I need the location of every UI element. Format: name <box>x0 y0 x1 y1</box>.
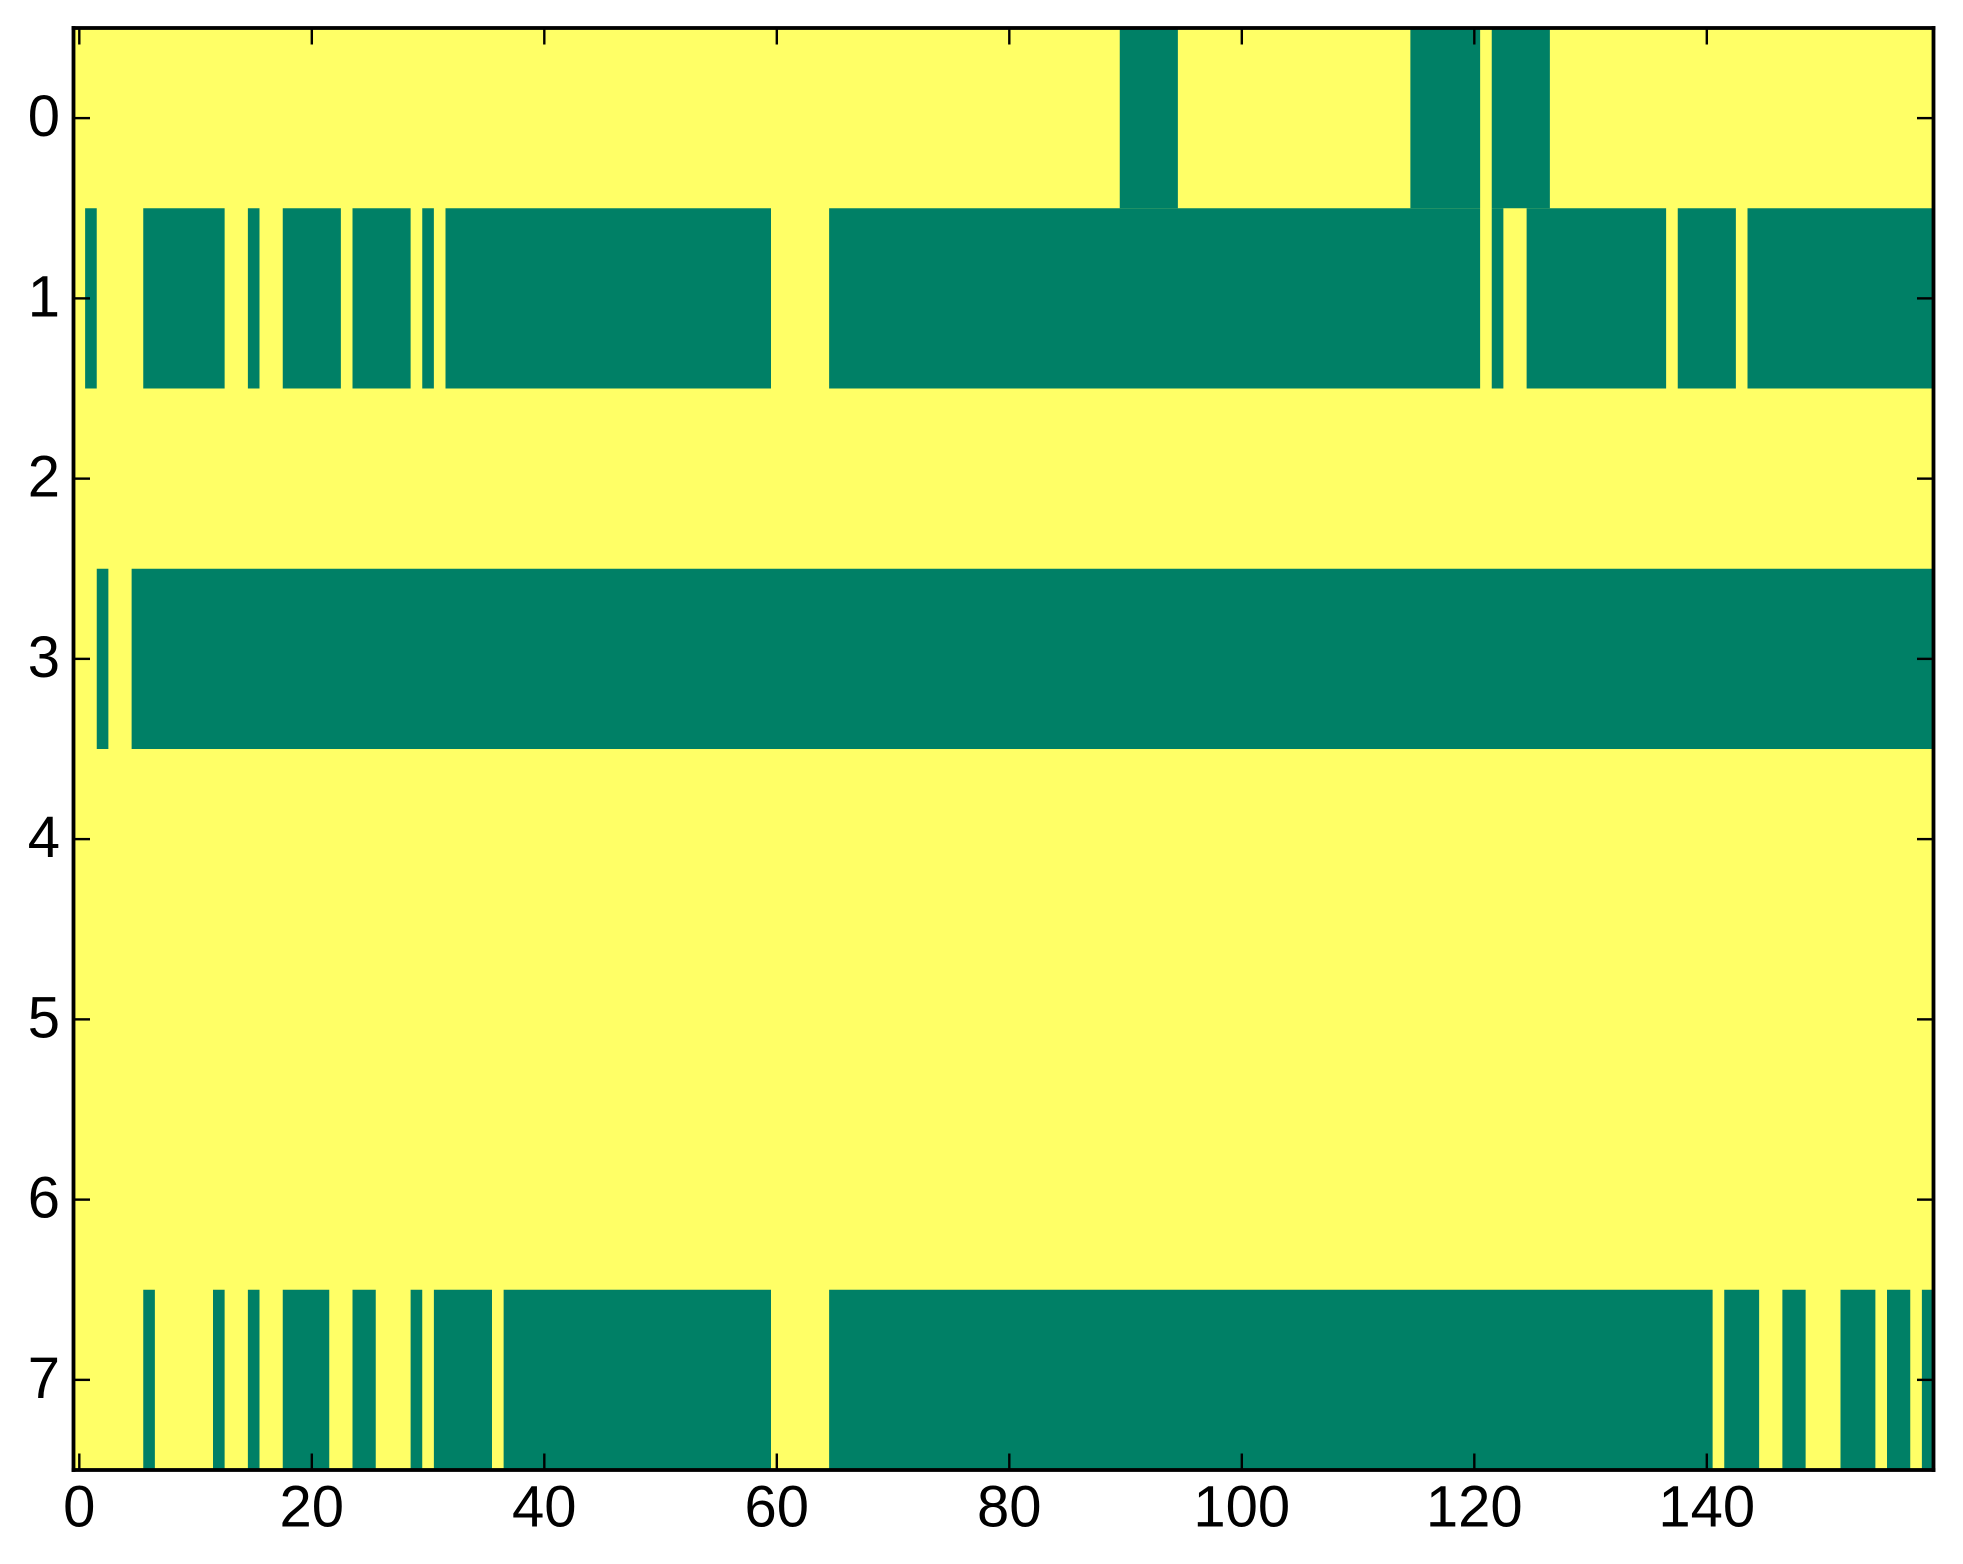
svg-text:0: 0 <box>28 84 60 149</box>
svg-text:120: 120 <box>1426 1475 1523 1540</box>
svg-text:1: 1 <box>28 264 60 329</box>
svg-text:140: 140 <box>1658 1475 1755 1540</box>
svg-text:80: 80 <box>977 1475 1042 1540</box>
svg-text:100: 100 <box>1193 1475 1290 1540</box>
svg-text:0: 0 <box>63 1475 95 1540</box>
svg-text:6: 6 <box>28 1166 60 1231</box>
svg-text:4: 4 <box>28 805 60 870</box>
svg-text:3: 3 <box>28 625 60 690</box>
svg-text:20: 20 <box>280 1475 345 1540</box>
svg-text:60: 60 <box>745 1475 810 1540</box>
svg-text:2: 2 <box>28 445 60 510</box>
svg-text:5: 5 <box>28 985 60 1050</box>
svg-text:7: 7 <box>28 1346 60 1411</box>
svg-text:40: 40 <box>512 1475 577 1540</box>
